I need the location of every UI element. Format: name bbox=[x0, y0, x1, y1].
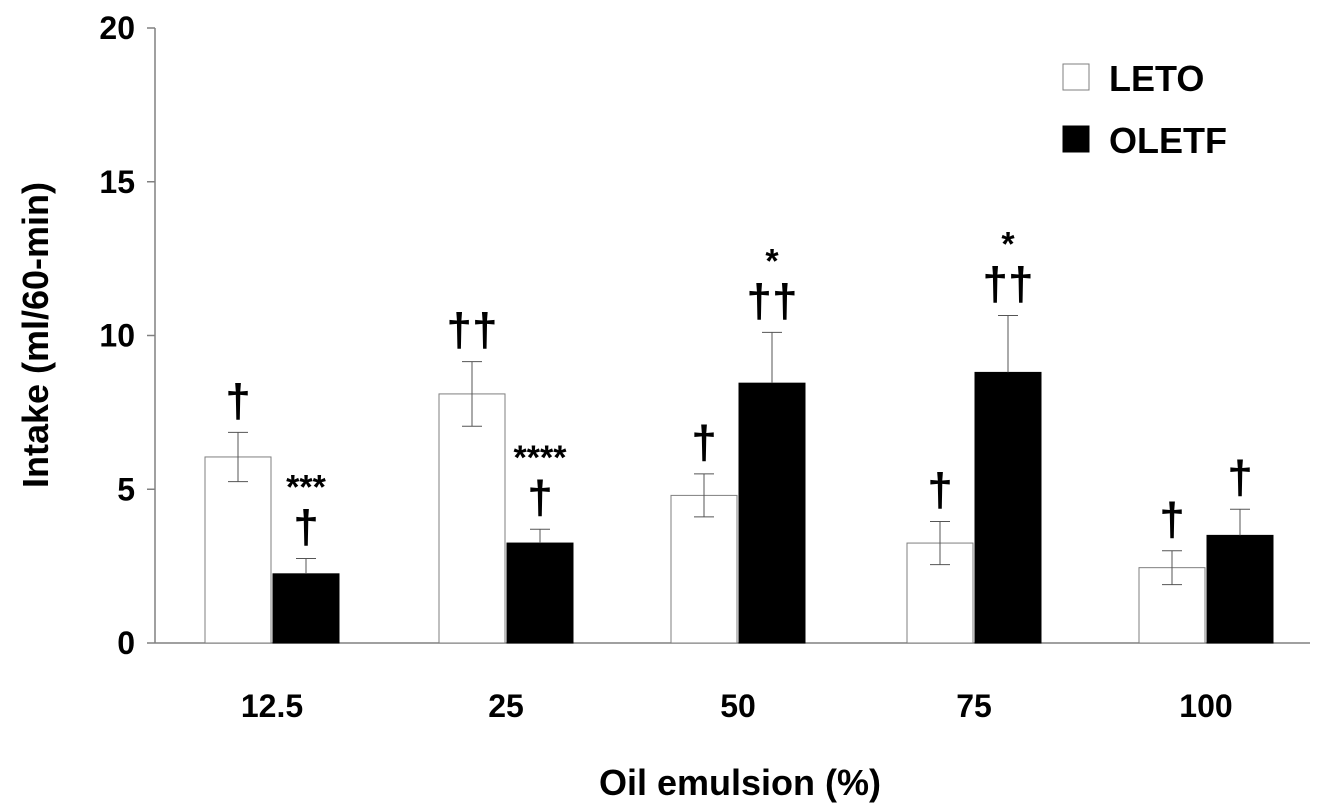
dagger-annotation: † bbox=[293, 500, 319, 552]
error-bars bbox=[228, 315, 1250, 586]
dagger-annotation: † bbox=[1227, 451, 1253, 503]
dagger-annotation: †† bbox=[746, 274, 797, 326]
bar-leto bbox=[204, 456, 272, 644]
x-tick-label: 25 bbox=[488, 688, 524, 724]
bar-oletf bbox=[1206, 534, 1274, 644]
x-axis-title: Oil emulsion (%) bbox=[599, 762, 881, 803]
bar-oletf bbox=[738, 382, 806, 644]
y-tick-label: 20 bbox=[99, 10, 135, 46]
legend-label-oletf: OLETF bbox=[1109, 120, 1227, 161]
y-tick-label: 5 bbox=[117, 471, 135, 507]
bar-leto bbox=[670, 494, 738, 644]
x-tick-label: 12.5 bbox=[241, 688, 303, 724]
bar-oletf bbox=[506, 542, 574, 644]
asterisk-annotation: *** bbox=[286, 468, 326, 506]
bar-oletf bbox=[272, 573, 340, 644]
x-tick-label: 75 bbox=[956, 688, 992, 724]
legend-swatch-leto bbox=[1062, 63, 1090, 91]
x-tick-label: 50 bbox=[720, 688, 756, 724]
dagger-annotation: † bbox=[1159, 493, 1185, 545]
asterisk-annotation: **** bbox=[514, 439, 568, 477]
dagger-annotation: †† bbox=[982, 258, 1033, 310]
x-tick-label: 100 bbox=[1179, 688, 1232, 724]
y-axis-title: Intake (ml/60-min) bbox=[15, 182, 56, 488]
y-tick-label: 0 bbox=[117, 625, 135, 661]
asterisk-annotation: * bbox=[1001, 226, 1015, 264]
asterisk-annotation: * bbox=[765, 242, 779, 280]
dagger-annotation: † bbox=[927, 464, 953, 516]
y-tick-label: 15 bbox=[99, 164, 135, 200]
axes: 0 5 10 15 20 12.5 25 50 75 100 bbox=[99, 10, 1310, 724]
y-tick-label: 10 bbox=[99, 318, 135, 354]
legend-swatch-oletf bbox=[1062, 125, 1090, 153]
legend-label-leto: LETO bbox=[1109, 58, 1204, 99]
dagger-annotation: † bbox=[225, 374, 251, 426]
legend: LETO OLETF bbox=[1062, 58, 1227, 161]
significance-annotations: †††††††*** †****††* ††*† bbox=[225, 226, 1253, 553]
dagger-annotation: †† bbox=[446, 304, 497, 356]
bar-oletf bbox=[974, 371, 1042, 644]
bar-leto bbox=[438, 393, 506, 644]
dagger-annotation: † bbox=[691, 416, 717, 468]
dagger-annotation: † bbox=[527, 471, 553, 523]
bars bbox=[204, 371, 1274, 644]
